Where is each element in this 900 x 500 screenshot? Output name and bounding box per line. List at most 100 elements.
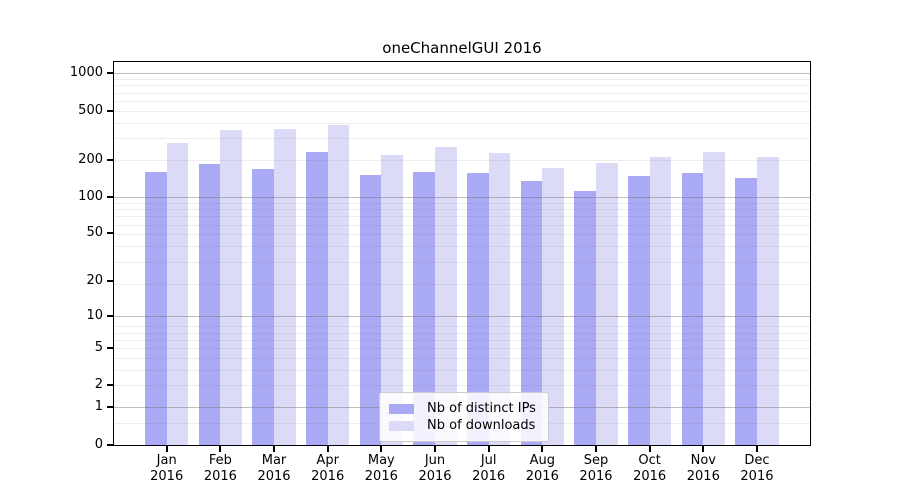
bar-downloads-jul (488, 152, 511, 446)
bar-distinct-ips-may (359, 174, 382, 446)
x-tick-year: 2016 (525, 469, 559, 484)
y-tick-label: 1000 (69, 65, 103, 81)
x-tick-month: Oct (638, 453, 661, 468)
x-tick (273, 446, 276, 452)
legend-label-downloads: Nb of downloads (427, 418, 536, 433)
x-tick (434, 446, 436, 452)
x-tick (326, 446, 329, 452)
x-tick-month: Sep (583, 453, 609, 468)
x-tick-year: 2016 (418, 469, 452, 484)
x-tick (165, 446, 168, 452)
bar-downloads-nov (703, 152, 725, 446)
x-tick-label: Dec 2016 (722, 453, 792, 485)
gridline-minor (113, 326, 811, 328)
gridline-minor (113, 79, 811, 81)
bar-distinct-ips-nov (681, 173, 704, 446)
x-tick-label: Sep 2016 (561, 453, 631, 485)
bar-downloads-jun (435, 147, 457, 446)
gridline-minor (113, 202, 811, 204)
gridline-minor (113, 332, 811, 334)
gridline-minor (113, 224, 811, 226)
legend-swatch-downloads (389, 420, 414, 431)
x-tick (648, 446, 651, 452)
x-tick-year: 2016 (257, 469, 291, 484)
y-tick (107, 195, 113, 198)
gridline-minor (113, 122, 811, 124)
x-tick-month: Nov (690, 453, 716, 468)
y-tick (107, 279, 113, 282)
gridline-minor (113, 370, 811, 372)
plot-area: Nb of distinct IPs Nb of downloads (113, 61, 811, 446)
bar-downloads-dec (756, 156, 779, 446)
x-tick-year: 2016 (364, 469, 398, 484)
gridline-minor (113, 385, 811, 387)
x-tick-label: May 2016 (346, 453, 416, 485)
x-tick-label: Oct 2016 (615, 453, 685, 485)
x-tick-month: Feb (208, 453, 232, 468)
x-tick-year: 2016 (311, 469, 345, 484)
x-tick-label: Apr 2016 (293, 453, 363, 485)
gridline-major (113, 196, 811, 198)
y-tick-label: 0 (94, 436, 103, 452)
bar-distinct-ips-jun (413, 172, 435, 446)
x-tick-label: Mar 2016 (239, 453, 309, 485)
gridline-major (113, 315, 811, 317)
bar-distinct-ips-jan (145, 171, 167, 446)
bar-distinct-ips-oct (628, 176, 650, 446)
x-tick-year: 2016 (740, 469, 774, 484)
y-tick (107, 347, 113, 350)
x-tick-month: Jul (480, 453, 497, 468)
gridline-minor (113, 283, 811, 285)
bar-downloads-sep (595, 162, 618, 446)
y-tick (107, 314, 113, 317)
y-tick (107, 384, 113, 387)
bar-distinct-ips-apr (306, 152, 328, 446)
x-tick-year: 2016 (633, 469, 667, 484)
y-tick (107, 232, 113, 235)
y-tick-label: 500 (78, 102, 103, 118)
x-tick-label: Nov 2016 (668, 453, 738, 485)
legend-entry-downloads: Nb of downloads (389, 418, 536, 433)
y-tick-label: 5 (94, 340, 103, 356)
x-tick-year: 2016 (203, 469, 237, 484)
bar-distinct-ips-jul (467, 173, 489, 446)
bar-downloads-jan (166, 142, 189, 446)
chart-title: oneChannelGUI 2016 (382, 39, 542, 57)
y-tick (107, 443, 113, 446)
bar-downloads-feb (220, 130, 242, 446)
y-tick-label: 10 (86, 307, 103, 323)
bar-downloads-may (381, 154, 403, 446)
x-tick-label: Jul 2016 (454, 453, 524, 485)
gridline-minor (113, 234, 811, 236)
x-tick (219, 446, 222, 452)
x-tick-month: Mar (261, 453, 287, 468)
bar-distinct-ips-dec (735, 177, 757, 446)
x-tick-month: Jun (424, 453, 446, 468)
y-tick-label: 20 (86, 272, 103, 288)
y-tick (107, 72, 113, 75)
y-tick-label: 1 (94, 399, 103, 415)
gridline-minor (113, 348, 811, 350)
x-tick-month: May (367, 453, 395, 468)
gridline-minor (113, 110, 811, 112)
gridline-minor (113, 339, 811, 341)
x-tick-label: Feb 2016 (185, 453, 255, 485)
gridline-minor (113, 138, 811, 140)
x-tick-year: 2016 (150, 469, 184, 484)
x-tick (487, 446, 490, 452)
x-tick-month: Aug (529, 453, 555, 468)
bar-distinct-ips-sep (574, 190, 596, 446)
y-tick-label: 2 (94, 377, 103, 393)
legend-label-distinct-ips: Nb of distinct IPs (427, 401, 536, 416)
x-tick-label: Jan 2016 (132, 453, 202, 485)
bar-distinct-ips-aug (520, 181, 543, 446)
gridline-minor (113, 92, 811, 94)
y-tick-label: 200 (78, 151, 103, 167)
gridline-minor (113, 159, 811, 161)
x-tick-label: Jun 2016 (400, 453, 470, 485)
legend-entry-distinct-ips: Nb of distinct IPs (389, 401, 536, 416)
y-tick-label: 100 (78, 188, 103, 204)
x-tick-month: Jan (156, 453, 177, 468)
bar-downloads-oct (649, 157, 672, 446)
y-tick-label: 50 (86, 225, 103, 241)
